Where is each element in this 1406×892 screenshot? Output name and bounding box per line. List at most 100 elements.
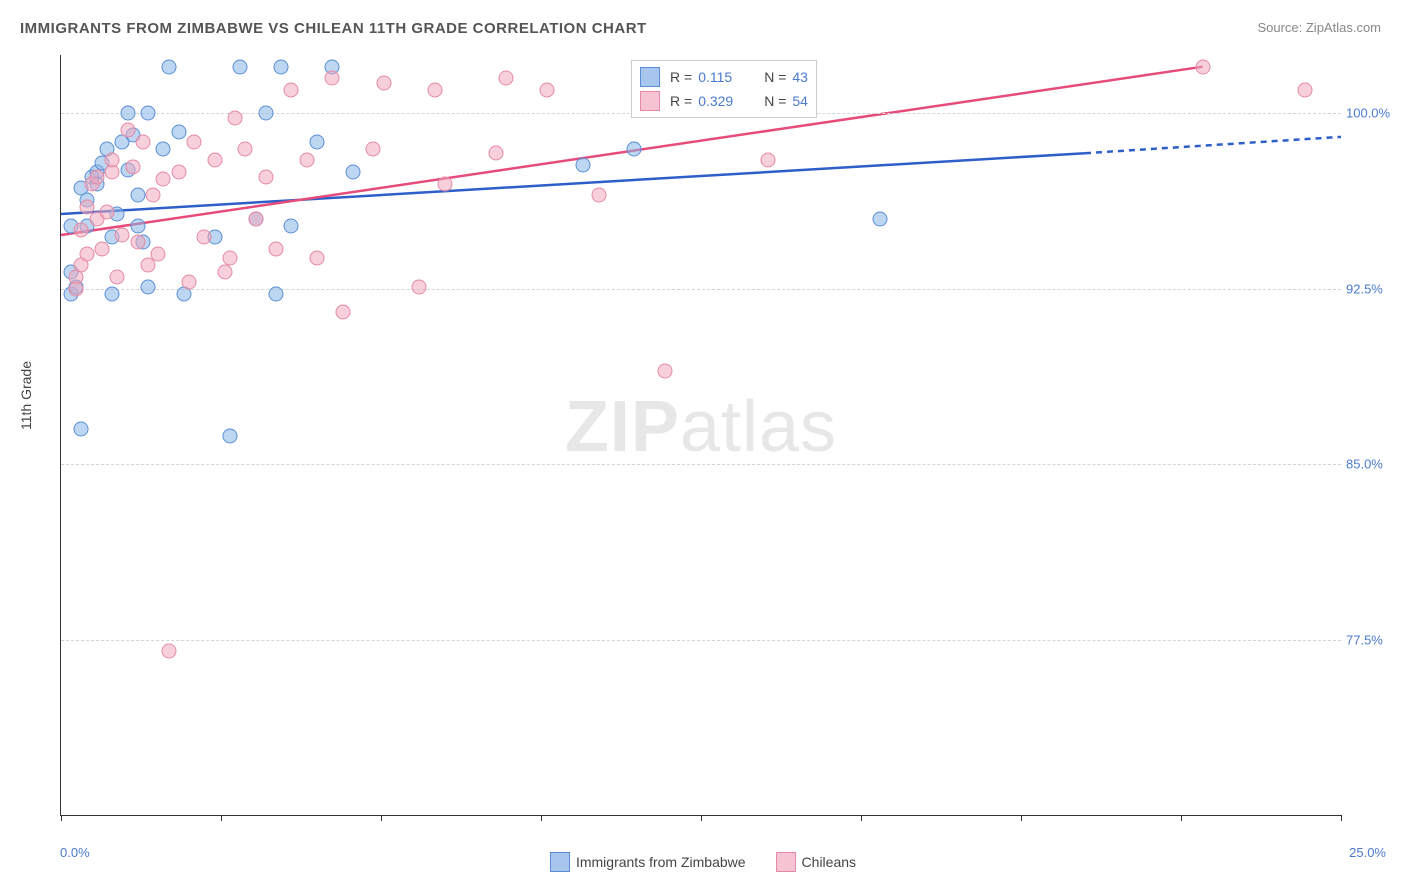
data-point	[187, 134, 202, 149]
n-value: 54	[792, 93, 808, 109]
legend-row: R = 0.115 N = 43	[640, 65, 808, 89]
data-point	[576, 157, 591, 172]
data-point	[151, 246, 166, 261]
data-point	[284, 218, 299, 233]
data-point	[100, 204, 115, 219]
top-legend: R = 0.115 N = 43 R = 0.329 N = 54	[631, 60, 817, 118]
data-point	[141, 106, 156, 121]
data-point	[299, 153, 314, 168]
data-point	[105, 153, 120, 168]
data-point	[274, 59, 289, 74]
legend-item: Chileans	[776, 852, 856, 872]
legend-item: Immigrants from Zimbabwe	[550, 852, 746, 872]
data-point	[171, 164, 186, 179]
data-point	[130, 188, 145, 203]
data-point	[335, 305, 350, 320]
n-value: 43	[792, 69, 808, 85]
data-point	[94, 242, 109, 257]
r-label: R =	[670, 69, 692, 85]
data-point	[217, 265, 232, 280]
data-point	[233, 59, 248, 74]
data-point	[258, 106, 273, 121]
data-point	[427, 83, 442, 98]
data-point	[182, 274, 197, 289]
data-point	[489, 146, 504, 161]
x-right-label: 25.0%	[1349, 845, 1386, 860]
data-point	[760, 153, 775, 168]
data-point	[141, 279, 156, 294]
y-tick-label: 92.5%	[1346, 281, 1401, 296]
gridline	[61, 289, 1341, 290]
data-point	[540, 83, 555, 98]
x-tick	[701, 815, 702, 821]
data-point	[1298, 83, 1313, 98]
x-left-label: 0.0%	[60, 845, 90, 860]
data-point	[310, 251, 325, 266]
r-value: 0.329	[698, 93, 748, 109]
data-point	[222, 429, 237, 444]
data-point	[69, 281, 84, 296]
data-point	[627, 141, 642, 156]
x-tick	[1181, 815, 1182, 821]
n-label: N =	[764, 93, 786, 109]
data-point	[412, 279, 427, 294]
x-tick	[381, 815, 382, 821]
data-point	[310, 134, 325, 149]
data-point	[130, 235, 145, 250]
data-point	[325, 71, 340, 86]
data-point	[207, 153, 222, 168]
data-point	[115, 228, 130, 243]
data-point	[658, 363, 673, 378]
data-point	[1195, 59, 1210, 74]
data-point	[120, 122, 135, 137]
data-point	[135, 134, 150, 149]
data-point	[269, 242, 284, 257]
data-point	[89, 169, 104, 184]
data-point	[873, 211, 888, 226]
data-point	[156, 141, 171, 156]
data-point	[161, 644, 176, 659]
gridline	[61, 464, 1341, 465]
data-point	[125, 160, 140, 175]
watermark: ZIPatlas	[565, 386, 837, 468]
data-point	[284, 83, 299, 98]
r-value: 0.115	[698, 69, 748, 85]
x-tick	[221, 815, 222, 821]
data-point	[79, 246, 94, 261]
data-point	[161, 59, 176, 74]
data-point	[258, 169, 273, 184]
data-point	[499, 71, 514, 86]
data-point	[197, 230, 212, 245]
data-point	[345, 164, 360, 179]
x-tick	[541, 815, 542, 821]
n-label: N =	[764, 69, 786, 85]
data-point	[120, 106, 135, 121]
data-point	[156, 171, 171, 186]
x-tick	[861, 815, 862, 821]
legend-row: R = 0.329 N = 54	[640, 89, 808, 113]
legend-swatch	[550, 852, 570, 872]
data-point	[130, 218, 145, 233]
r-label: R =	[670, 93, 692, 109]
y-tick-label: 85.0%	[1346, 457, 1401, 472]
data-point	[591, 188, 606, 203]
data-point	[269, 286, 284, 301]
x-tick	[1341, 815, 1342, 821]
data-point	[171, 125, 186, 140]
data-point	[146, 188, 161, 203]
data-point	[141, 258, 156, 273]
data-point	[110, 270, 125, 285]
data-point	[105, 286, 120, 301]
y-axis-label: 11th Grade	[18, 361, 34, 430]
x-tick	[61, 815, 62, 821]
legend-label: Immigrants from Zimbabwe	[576, 854, 746, 870]
source-label: Source: ZipAtlas.com	[1257, 20, 1381, 35]
chart-plot-area: ZIPatlas 77.5%85.0%92.5%100.0%R =0.115N …	[60, 55, 1341, 816]
legend-label: Chileans	[802, 854, 856, 870]
data-point	[248, 211, 263, 226]
bottom-legend: Immigrants from Zimbabwe Chileans	[0, 852, 1406, 872]
y-tick-label: 100.0%	[1346, 106, 1401, 121]
data-point	[376, 76, 391, 91]
x-tick	[1021, 815, 1022, 821]
legend-swatch	[640, 91, 660, 111]
